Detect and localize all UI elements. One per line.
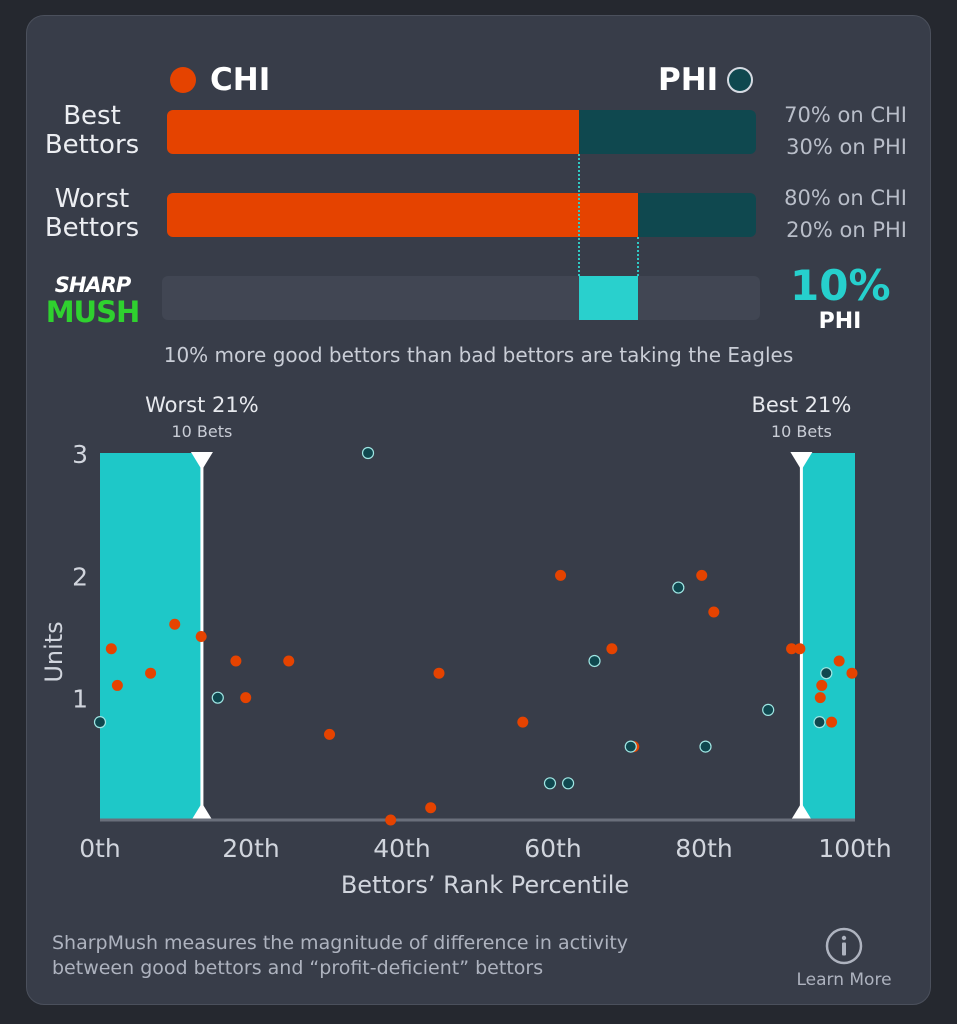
phi-point (588, 654, 601, 668)
chi-point (169, 618, 181, 630)
phi-point (561, 777, 575, 790)
x-tick-label: 40th (373, 834, 430, 863)
learn-more-label: Learn More (796, 970, 892, 990)
logo-line2: MUSH (45, 295, 141, 329)
chi-point (833, 655, 845, 667)
chi-point (111, 679, 123, 691)
worst-bettors-pct: 80% on CHI 20% on PHI (762, 182, 907, 246)
best-split-connector (578, 154, 581, 276)
team-left-label: CHI (210, 62, 271, 98)
difference-track (162, 276, 760, 320)
phi-point (93, 716, 107, 729)
team-right-label: PHI (658, 62, 719, 98)
learn-more-button[interactable]: Learn More (786, 926, 902, 992)
y-tick-label: 2 (72, 562, 88, 591)
chi-point (105, 643, 117, 655)
phi-point (813, 716, 826, 729)
worst-bettors-label-line2: Bettors (44, 213, 140, 243)
worst-region (100, 453, 202, 820)
footer-description-line2: between good bettors and “profit-deficie… (52, 957, 544, 979)
worst-bettors-label-line1: Worst (54, 184, 130, 214)
chi-point (385, 814, 397, 826)
chi-point (794, 643, 806, 655)
x-tick-label: 0th (79, 834, 121, 863)
worst-bottom-marker (190, 803, 213, 821)
best-bettors-chi-segment (167, 110, 580, 154)
phi-point (543, 777, 557, 790)
worst-split-connector (637, 237, 640, 276)
best-bettors-chi-pct: 70% on CHI (784, 103, 907, 127)
summary-text: 10% more good bettors than bad bettors a… (163, 343, 794, 367)
best-bottom-marker (790, 803, 813, 821)
info-icon (825, 927, 863, 965)
y-tick-label: 1 (72, 685, 88, 714)
x-tick-label: 100th (818, 834, 891, 863)
x-tick-label: 80th (675, 834, 732, 863)
y-tick-label: 3 (72, 440, 88, 469)
sharpmush-logo: SHARP MUSH (35, 272, 150, 329)
best-bettors-pct: 70% on CHI 30% on PHI (762, 99, 907, 163)
best-region (801, 453, 855, 820)
best-top-marker (790, 452, 813, 470)
chi-point (606, 643, 618, 655)
chi-point (145, 667, 157, 679)
x-tick-label: 60th (524, 834, 581, 863)
worst-region-sublabel: 10 Bets (171, 422, 232, 441)
worst-bettors-phi-segment (638, 193, 756, 237)
best-bettors-label-line1: Best (63, 101, 121, 131)
logo-line1: SHARP (54, 273, 132, 297)
worst-bettors-bar (167, 193, 756, 237)
chi-point (230, 655, 242, 667)
phi-point (762, 703, 775, 717)
x-tick-label: 20th (222, 834, 279, 863)
best-bettors-label-line2: Bettors (44, 130, 140, 160)
worst-top-marker (190, 452, 213, 470)
chi-point (814, 692, 826, 704)
chi-point (433, 667, 445, 679)
phi-point (820, 667, 833, 680)
best-bettors-phi-segment (579, 110, 756, 154)
phi-point (672, 581, 685, 594)
phi-color-dot (727, 67, 753, 93)
chi-point (425, 802, 437, 814)
worst-bettors-phi-pct: 20% on PHI (786, 218, 907, 242)
best-bettors-label: Best Bettors (22, 102, 162, 160)
x-axis-label: Bettors’ Rank Percentile (341, 871, 629, 899)
worst-bettors-chi-segment (167, 193, 639, 237)
footer-description-line1: SharpMush measures the magnitude of diff… (52, 932, 629, 954)
best-region-sublabel: 10 Bets (771, 422, 832, 441)
chi-point (240, 692, 252, 704)
chi-point (696, 569, 708, 581)
phi-point (211, 691, 224, 704)
worst-bettors-chi-pct: 80% on CHI (784, 186, 907, 210)
chi-point (517, 716, 529, 728)
chi-point (555, 569, 567, 581)
worst-bettors-label: Worst Bettors (22, 185, 162, 243)
phi-point (624, 740, 637, 753)
scatter-chart: Worst 21% 10 Bets Best 21% 10 Bets 1 2 3 0th 2… (40, 393, 892, 899)
difference-percent: 10% (790, 261, 891, 310)
chi-color-dot (170, 67, 196, 93)
difference-team: PHI (818, 309, 862, 334)
chi-point (708, 606, 720, 618)
y-axis-label: Units (40, 621, 68, 682)
phi-point (361, 446, 375, 460)
chi-point (786, 643, 798, 655)
chi-point (816, 679, 828, 691)
phi-point (699, 740, 712, 753)
best-bettors-phi-pct: 30% on PHI (786, 135, 907, 159)
difference-fill (579, 276, 639, 320)
chi-point (283, 655, 295, 667)
chi-point (846, 667, 858, 679)
chi-point (195, 631, 207, 642)
worst-region-label: Worst 21% (145, 393, 259, 417)
chi-point (324, 728, 336, 740)
chi-point (826, 716, 838, 728)
best-region-label: Best 21% (751, 393, 851, 417)
footer-description: SharpMush measures the magnitude of diff… (52, 931, 772, 981)
best-bettors-bar (167, 110, 756, 154)
